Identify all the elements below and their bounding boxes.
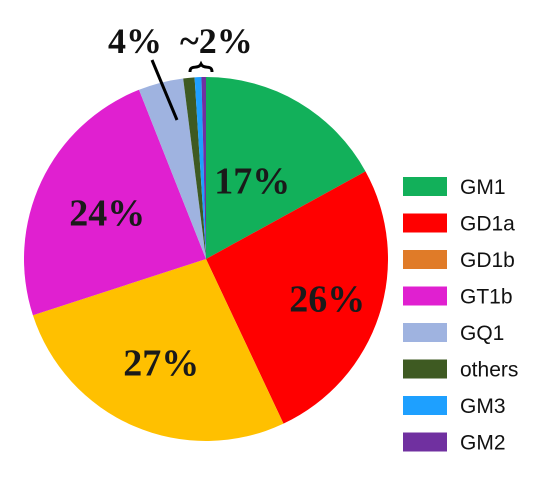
pie-slice-others xyxy=(183,77,206,259)
legend-swatch-gd1a xyxy=(403,213,447,233)
slice-label-gd1a: 26% xyxy=(289,278,365,320)
small-slices-brace xyxy=(188,60,214,73)
pie-slice-gd1a xyxy=(206,171,389,424)
gq1-callout-label: 4% xyxy=(108,21,162,61)
slice-label-gt1b: 24% xyxy=(69,193,145,235)
chart-legend: GM1 GD1a GD1b GT1b GQ1 others GM3 GM2 xyxy=(403,176,518,455)
legend-swatch-gd1b xyxy=(403,250,447,269)
legend-swatch-gq1 xyxy=(403,323,447,342)
pie-slice-gm1 xyxy=(206,77,366,259)
legend-label-gd1a: GD1a xyxy=(460,213,515,236)
legend-label-gq1: GQ1 xyxy=(460,322,504,345)
gq1-callout-line xyxy=(150,59,179,121)
legend-label-others: others xyxy=(460,359,518,382)
legend-label-gm2: GM2 xyxy=(460,432,506,455)
pie-slice-labels: 17% 26% 27% 24% xyxy=(69,161,365,385)
small-slices-callout-label: ~2% xyxy=(180,21,253,61)
pie-slice-gm2 xyxy=(201,77,206,259)
legend-swatch-gm3 xyxy=(403,396,447,415)
slice-label-gm1: 17% xyxy=(214,161,290,203)
legend-swatch-others xyxy=(403,359,447,379)
legend-label-gt1b: GT1b xyxy=(460,286,513,309)
slice-label-gd1b: 27% xyxy=(123,343,199,385)
pie-slice-gq1 xyxy=(139,78,206,259)
legend-label-gm1: GM1 xyxy=(460,176,506,199)
legend-label-gm3: GM3 xyxy=(460,395,506,418)
legend-label-gd1b: GD1b xyxy=(460,249,515,272)
legend-swatch-gm2 xyxy=(403,432,447,452)
pie-slices xyxy=(24,77,389,441)
pie-slice-gt1b xyxy=(24,89,206,316)
legend-swatch-gm1 xyxy=(403,177,447,196)
pie-slice-gd1b xyxy=(32,259,284,441)
pie-slice-gm3 xyxy=(194,77,206,259)
legend-swatch-gt1b xyxy=(403,286,447,306)
pie-callouts: 4% ~2% xyxy=(108,21,253,121)
